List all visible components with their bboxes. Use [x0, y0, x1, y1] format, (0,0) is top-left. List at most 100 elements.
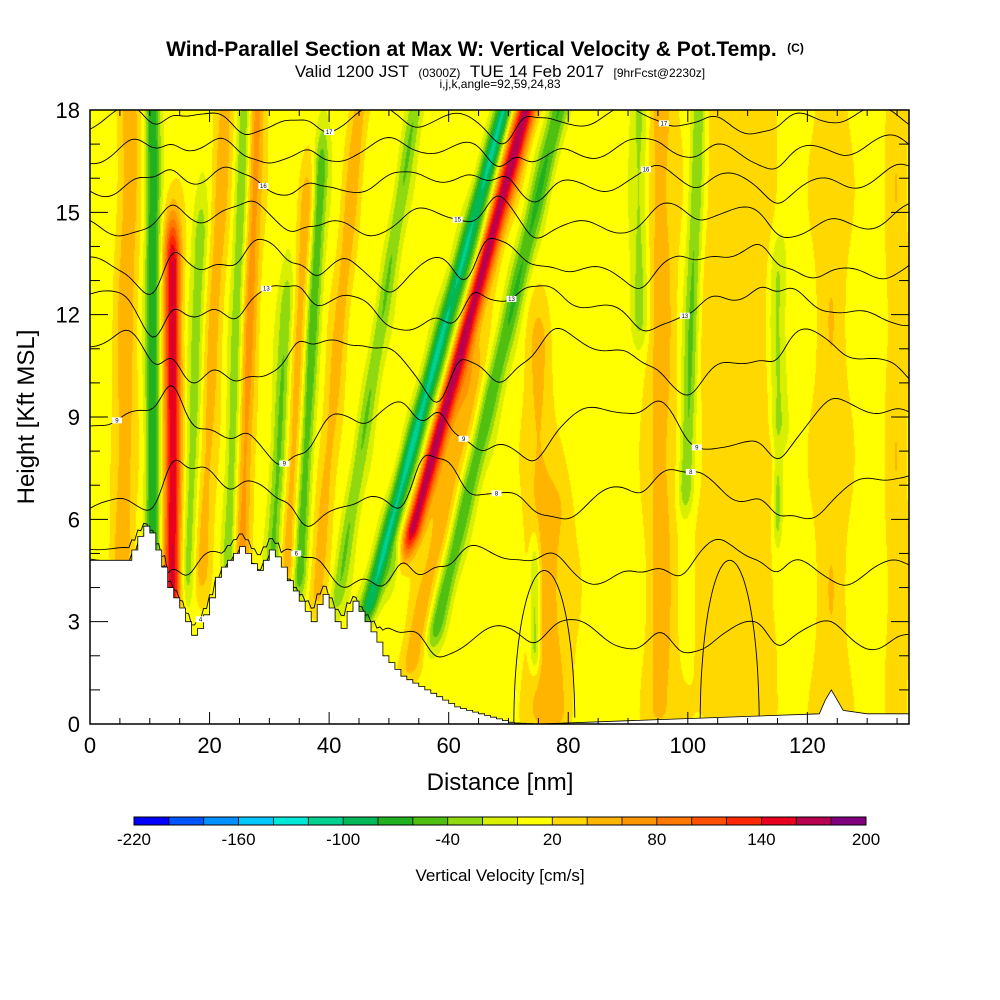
isentrope-line: [90, 385, 909, 466]
colorbar-tick-label: -220: [117, 830, 151, 849]
colorbar-swatch: [656, 817, 693, 825]
colorbar-tick-label: 140: [747, 830, 775, 849]
isentrope-line: [90, 110, 909, 145]
x-tick-label: 20: [197, 733, 221, 758]
contour-label: 4: [199, 617, 203, 623]
isentrope-line: [90, 327, 909, 403]
contour-label-box: [658, 120, 669, 127]
contour-label: 17: [326, 130, 333, 136]
y-tick-label: 6: [68, 507, 80, 532]
svg-text:Valid 1200 JST (0300Z): Valid 1200 JST (0300Z) TUE 14 Feb 2017 […: [295, 62, 705, 81]
colorbar-tick-label: 80: [647, 830, 666, 849]
contour-label: 15: [454, 218, 461, 224]
chart-title: Wind-Parallel Section at Max W: Vertical…: [166, 38, 804, 91]
colorbar-swatch: [134, 817, 170, 825]
terrain-mask: [90, 525, 909, 724]
colorbar-swatch: [482, 817, 518, 825]
contour-label: 8: [495, 491, 499, 497]
y-tick-label: 9: [68, 405, 80, 430]
x-tick-label: 100: [669, 733, 706, 758]
contour-label: 9: [695, 445, 699, 451]
grid-indices: i,j,k,angle=92,59,24,83: [439, 77, 560, 91]
contour-label-box: [261, 285, 272, 292]
forecast-info: [9hrFcst@2230z]: [614, 66, 706, 80]
svg-text:Wind-Parallel Section at Max W: Wind-Parallel Section at Max W: Vertical…: [166, 38, 804, 61]
contour-label: 13: [508, 297, 515, 303]
axis-ticks: 0 20 40 60 80 100 120 0 3 6 9 12 15 18: [56, 98, 909, 758]
y-tick-label: 18: [56, 98, 80, 123]
contour-label-box: [279, 460, 290, 467]
contour-label: 9: [462, 437, 466, 443]
colorbar-swatch: [308, 817, 344, 825]
isentrope-line: [90, 238, 909, 295]
contour-label-box: [195, 616, 206, 623]
valid-time: Valid 1200 JST: [295, 62, 409, 81]
contour-label: 6: [295, 551, 299, 557]
isentrope-line: [90, 534, 909, 658]
x-tick-label: 0: [84, 733, 96, 758]
valid-time-utc: (0300Z): [418, 66, 460, 80]
contour-label: 16: [643, 167, 650, 173]
contour-label-box: [679, 312, 690, 319]
contour-label: 13: [263, 287, 270, 293]
colorbar-swatch: [343, 817, 379, 825]
x-tick-label: 80: [556, 733, 580, 758]
contour-labels: 4 6 8 8 9 9 9 9 13 13 13 15 16 16 17 17: [111, 120, 702, 623]
contour-label-box: [640, 166, 651, 173]
colorbar-swatch: [447, 817, 483, 825]
contour-label-box: [685, 468, 696, 475]
colorbar-swatch: [622, 817, 658, 825]
y-tick-label: 0: [68, 712, 80, 737]
colorbar: -220 -160 -100 -40 20 80 140 200: [117, 816, 880, 849]
isentrope-line: [699, 559, 760, 724]
contour-label: 9: [283, 462, 287, 468]
colorbar-tick-label: 200: [852, 830, 880, 849]
colorbar-swatch: [796, 817, 832, 825]
contour-label-box: [111, 417, 122, 424]
colorbar-tick-label: 20: [543, 830, 562, 849]
contour-label: 9: [115, 418, 119, 424]
colorbar-swatch: [378, 817, 414, 825]
contour-label-box: [491, 490, 502, 497]
colorbar-swatch: [761, 817, 797, 825]
contour-label: 17: [661, 121, 668, 127]
contour-label-box: [291, 550, 302, 557]
isentrope-line: [90, 163, 909, 204]
contour-label: 8: [689, 470, 693, 476]
y-tick-label: 12: [56, 303, 80, 328]
contour-label-box: [452, 216, 463, 223]
contour-label-box: [324, 129, 335, 136]
colorbar-swatch: [168, 817, 205, 825]
colorbar-tick-label: -160: [222, 830, 256, 849]
contour-label-box: [258, 183, 269, 190]
colorbar-tick-label: -40: [435, 830, 460, 849]
colorbar-swatch: [831, 817, 867, 825]
x-tick-label: 120: [789, 733, 826, 758]
colorbar-swatch: [517, 817, 553, 825]
y-axis-label: Height [Kft MSL]: [13, 330, 40, 505]
title-main: Wind-Parallel Section at Max W: Vertical…: [166, 38, 777, 61]
colorbar-swatch: [726, 817, 762, 825]
colorbar-tick-label: -100: [326, 830, 360, 849]
contour-label-box: [458, 435, 469, 442]
colorbar-swatch: [412, 817, 449, 825]
x-axis-label: Distance [nm]: [427, 769, 574, 796]
contour-label: 13: [681, 314, 688, 320]
isentrope-line: [90, 134, 909, 170]
y-tick-label: 3: [68, 610, 80, 635]
isentrope-line: [90, 285, 909, 338]
colorbar-swatch: [238, 817, 274, 825]
isentrope-line: [513, 570, 576, 724]
x-tick-label: 40: [317, 733, 341, 758]
contour-label-box: [506, 295, 517, 302]
colorbar-swatch: [203, 817, 239, 825]
valid-date: TUE 14 Feb 2017: [470, 62, 604, 81]
contour-label: 16: [260, 184, 267, 190]
title-copyright: (C): [787, 41, 804, 55]
isentrope-line: [90, 195, 909, 239]
colorbar-swatch: [273, 817, 309, 825]
y-tick-label: 15: [56, 200, 80, 225]
colorbar-swatch: [587, 817, 623, 825]
contour-label-box: [691, 444, 702, 451]
x-tick-label: 60: [436, 733, 460, 758]
